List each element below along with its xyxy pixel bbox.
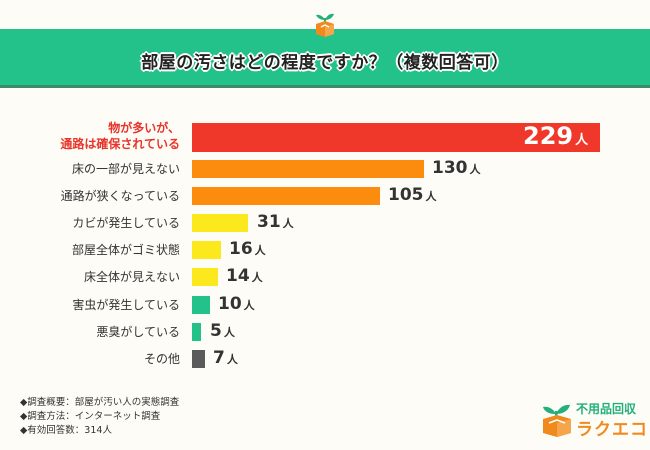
bar-229 <box>192 123 600 152</box>
brand-tagline: 不用品回収 <box>576 402 637 416</box>
bar-16 <box>192 241 221 259</box>
value-label: 31 人 <box>257 212 294 232</box>
note-overview: ◆調査概要：部屋が汚い人の実態調査 <box>20 397 180 408</box>
category-label: 通路が狭くなっている <box>60 189 180 203</box>
brand-logo: 不用品回収 ラクエコ <box>540 398 647 440</box>
value-label: 105 人 <box>388 185 437 205</box>
note-method: ◆調査方法：インターネット調査 <box>20 411 161 422</box>
category-label: 悪臭がしている <box>96 325 180 339</box>
title-banner: 部屋の汚さはどの程度ですか？（複数回答可） <box>0 29 650 88</box>
bar-31 <box>192 214 248 232</box>
bar-5 <box>192 323 201 341</box>
bar-14 <box>192 268 218 286</box>
brand-name: ラクエコ <box>576 420 648 440</box>
value-label: 10 人 <box>218 294 255 314</box>
note-respondents: ◆有効回答数：314人 <box>20 425 112 436</box>
category-label: 害虫が発生している <box>72 298 180 312</box>
bar-7 <box>192 350 205 368</box>
bar-130 <box>192 160 424 178</box>
bar-105 <box>192 187 380 205</box>
bar-10 <box>192 296 210 314</box>
sprout-box-icon <box>543 404 571 437</box>
category-label: 物が多いが、 通路は確保されている <box>60 121 180 151</box>
survey-notes: ◆調査概要：部屋が汚い人の実態調査 ◆調査方法：インターネット調査 ◆有効回答数… <box>20 396 179 438</box>
value-label: 16 人 <box>229 239 266 259</box>
chart-title: 部屋の汚さはどの程度ですか？（複数回答可） <box>141 52 509 73</box>
category-label: 床の一部が見えない <box>71 162 180 176</box>
value-label: 130 人 <box>432 158 481 178</box>
category-label: カビが発生している <box>72 216 180 230</box>
brand-logo-icon <box>313 10 337 38</box>
category-label: 床全体が見えない <box>83 270 180 284</box>
category-label: その他 <box>143 352 180 366</box>
value-label: 14 人 <box>226 266 263 286</box>
category-label: 部屋全体がゴミ状態 <box>71 243 180 257</box>
value-label: 229 人 <box>523 122 589 150</box>
